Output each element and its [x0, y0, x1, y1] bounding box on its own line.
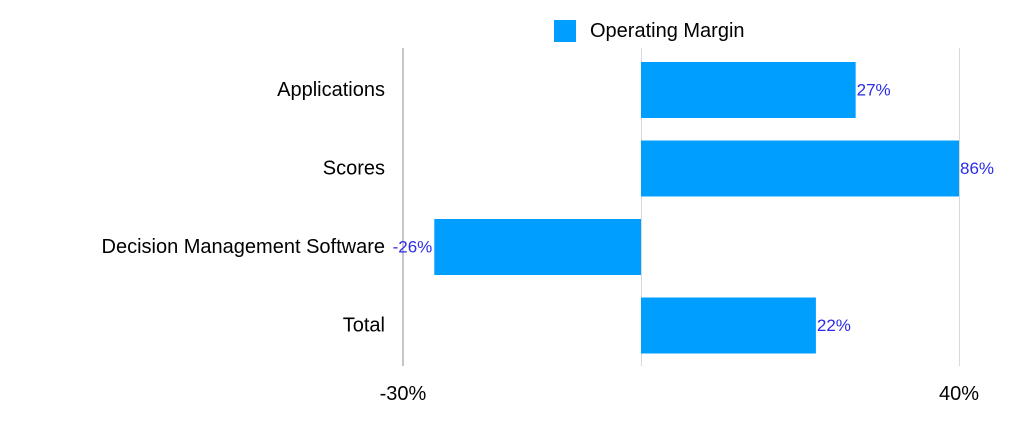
legend: Operating Margin — [554, 20, 745, 42]
data-label: 27% — [857, 81, 891, 100]
legend-swatch — [554, 20, 576, 42]
x-tick-label: 40% — [939, 383, 979, 405]
bar-1 — [641, 140, 959, 197]
category-label: Decision Management Software — [102, 236, 385, 258]
data-label: 22% — [817, 316, 851, 335]
bar-2 — [434, 219, 641, 275]
bar-3 — [641, 297, 816, 354]
bar-0 — [641, 62, 856, 118]
category-label: Total — [343, 315, 385, 337]
category-label: Applications — [277, 79, 385, 101]
bar-layer — [434, 62, 959, 354]
data-label: 86% — [960, 159, 994, 178]
legend-label: Operating Margin — [590, 20, 745, 42]
data-label: -26% — [393, 238, 433, 257]
x-tick-label: -30% — [380, 383, 427, 405]
category-label: Scores — [323, 158, 385, 180]
label-layer: Applications 27% Scores 86% Decision Managem… — [102, 79, 995, 405]
